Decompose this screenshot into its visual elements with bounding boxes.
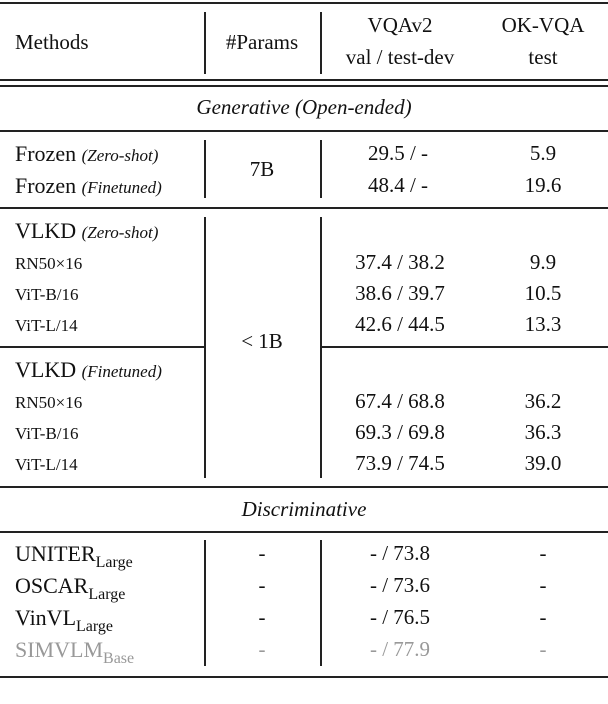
row-ok-vinvl: - xyxy=(539,605,547,629)
row-ok-frozen-zero: 5.9 xyxy=(529,141,557,165)
row-ok-vlkd-zero-vitl: 13.3 xyxy=(524,312,562,336)
row-ok-oscar: - xyxy=(539,573,547,597)
col-rule-2-header xyxy=(320,12,322,74)
params-vlkd: < 1B xyxy=(241,329,283,353)
method-tag: (Zero-shot) xyxy=(81,146,159,165)
header-methods: Methods xyxy=(15,30,89,54)
col-rule-1-frozen xyxy=(204,140,206,198)
header-params: #Params xyxy=(225,30,299,54)
method-name: VinVL xyxy=(15,605,77,630)
method-name: VLKD xyxy=(15,357,77,382)
row-name-vinvl: VinVLLarge xyxy=(15,605,113,635)
row-name-vlkd-zero-vitl: ViT-L/14 xyxy=(15,316,78,335)
header-ok-sub: test xyxy=(528,45,558,69)
section-title-discriminative: Discriminative xyxy=(241,497,367,521)
row-params-simvlm: - xyxy=(258,637,266,661)
method-subscript: Large xyxy=(76,618,114,635)
bottom-rule xyxy=(0,676,608,678)
row-name-simvlm: SIMVLMBase xyxy=(15,637,134,667)
row-ok-vlkd-zero-rn50: 9.9 xyxy=(529,250,557,274)
group-title-vlkd-fine: VLKD (Finetuned) xyxy=(15,359,162,381)
col-rule-1-vlkd xyxy=(204,217,206,478)
method-tag: (Finetuned) xyxy=(81,362,162,381)
row-vqa-vlkd-zero-rn50: 37.4 / 38.2 xyxy=(355,250,445,274)
group-rule-vlkd-fine-right xyxy=(320,346,608,348)
row-params-oscar: - xyxy=(258,573,266,597)
header-vqa-sub: val / test-dev xyxy=(345,45,455,69)
group-title-vlkd-zero: VLKD (Zero-shot) xyxy=(15,220,158,242)
row-ok-frozen-fine: 19.6 xyxy=(524,173,562,197)
col-rule-2-frozen xyxy=(320,140,322,198)
row-vqa-frozen-zero: 29.5 / - xyxy=(367,141,429,165)
col-rule-2-vlkd xyxy=(320,217,322,478)
method-tag: (Zero-shot) xyxy=(81,223,159,242)
row-name-vlkd-fine-vitl: ViT-L/14 xyxy=(15,455,78,474)
col-rule-2-disc xyxy=(320,540,322,666)
row-ok-vlkd-fine-vitl: 39.0 xyxy=(524,451,562,475)
method-name: VLKD xyxy=(15,218,77,243)
top-rule xyxy=(0,2,608,4)
col-rule-1-header xyxy=(204,12,206,74)
header-vqa-title: VQAv2 xyxy=(367,13,433,37)
row-ok-simvlm: - xyxy=(539,637,547,661)
method-tag: (Finetuned) xyxy=(81,178,162,197)
section-rule-generative xyxy=(0,130,608,132)
row-vqa-simvlm: - / 77.9 xyxy=(369,637,431,661)
row-vqa-vlkd-fine-vitl: 73.9 / 74.5 xyxy=(355,451,445,475)
method-subscript: Base xyxy=(103,650,135,667)
header-rule-1 xyxy=(0,79,608,81)
section-rule-discriminative xyxy=(0,531,608,533)
method-subscript: Large xyxy=(95,554,133,571)
row-vqa-vlkd-fine-rn50: 67.4 / 68.8 xyxy=(355,389,445,413)
row-vqa-vlkd-fine-vitb: 69.3 / 69.8 xyxy=(355,420,445,444)
row-vqa-uniter: - / 73.8 xyxy=(369,541,431,565)
method-name: SIMVLM xyxy=(15,637,104,662)
method-name: OSCAR xyxy=(15,573,89,598)
row-name-vlkd-fine-rn50: RN50×16 xyxy=(15,393,83,412)
row-ok-vlkd-zero-vitb: 10.5 xyxy=(524,281,562,305)
method-name: UNITER xyxy=(15,541,96,566)
row-ok-vlkd-fine-rn50: 36.2 xyxy=(524,389,562,413)
row-name-vlkd-fine-vitb: ViT-B/16 xyxy=(15,424,79,443)
group-rule-vlkd-fine xyxy=(0,346,204,348)
params-frozen: 7B xyxy=(249,157,275,181)
section-rule-discriminative-top xyxy=(0,486,608,488)
row-name-vlkd-zero-rn50: RN50×16 xyxy=(15,254,83,273)
row-vqa-vinvl: - / 76.5 xyxy=(369,605,431,629)
row-vqa-frozen-fine: 48.4 / - xyxy=(367,173,429,197)
section-title-generative: Generative (Open-ended) xyxy=(196,95,412,119)
row-params-uniter: - xyxy=(258,541,266,565)
row-vqa-vlkd-zero-vitb: 38.6 / 39.7 xyxy=(355,281,445,305)
header-rule-2 xyxy=(0,85,608,87)
group-rule-frozen xyxy=(0,207,608,209)
row-ok-uniter: - xyxy=(539,541,547,565)
row-name-uniter: UNITERLarge xyxy=(15,541,133,571)
row-ok-vlkd-fine-vitb: 36.3 xyxy=(524,420,562,444)
row-name-frozen-fine: Frozen (Finetuned) xyxy=(15,175,162,197)
row-name-vlkd-zero-vitb: ViT-B/16 xyxy=(15,285,79,304)
row-vqa-oscar: - / 73.6 xyxy=(369,573,431,597)
row-name-oscar: OSCARLarge xyxy=(15,573,125,603)
row-params-vinvl: - xyxy=(258,605,266,629)
method-name: Frozen xyxy=(15,173,77,198)
method-subscript: Large xyxy=(88,586,126,603)
row-name-frozen-zero: Frozen (Zero-shot) xyxy=(15,143,158,165)
col-rule-1-disc xyxy=(204,540,206,666)
method-name: Frozen xyxy=(15,141,77,166)
header-ok-title: OK-VQA xyxy=(501,13,585,37)
row-vqa-vlkd-zero-vitl: 42.6 / 44.5 xyxy=(355,312,445,336)
